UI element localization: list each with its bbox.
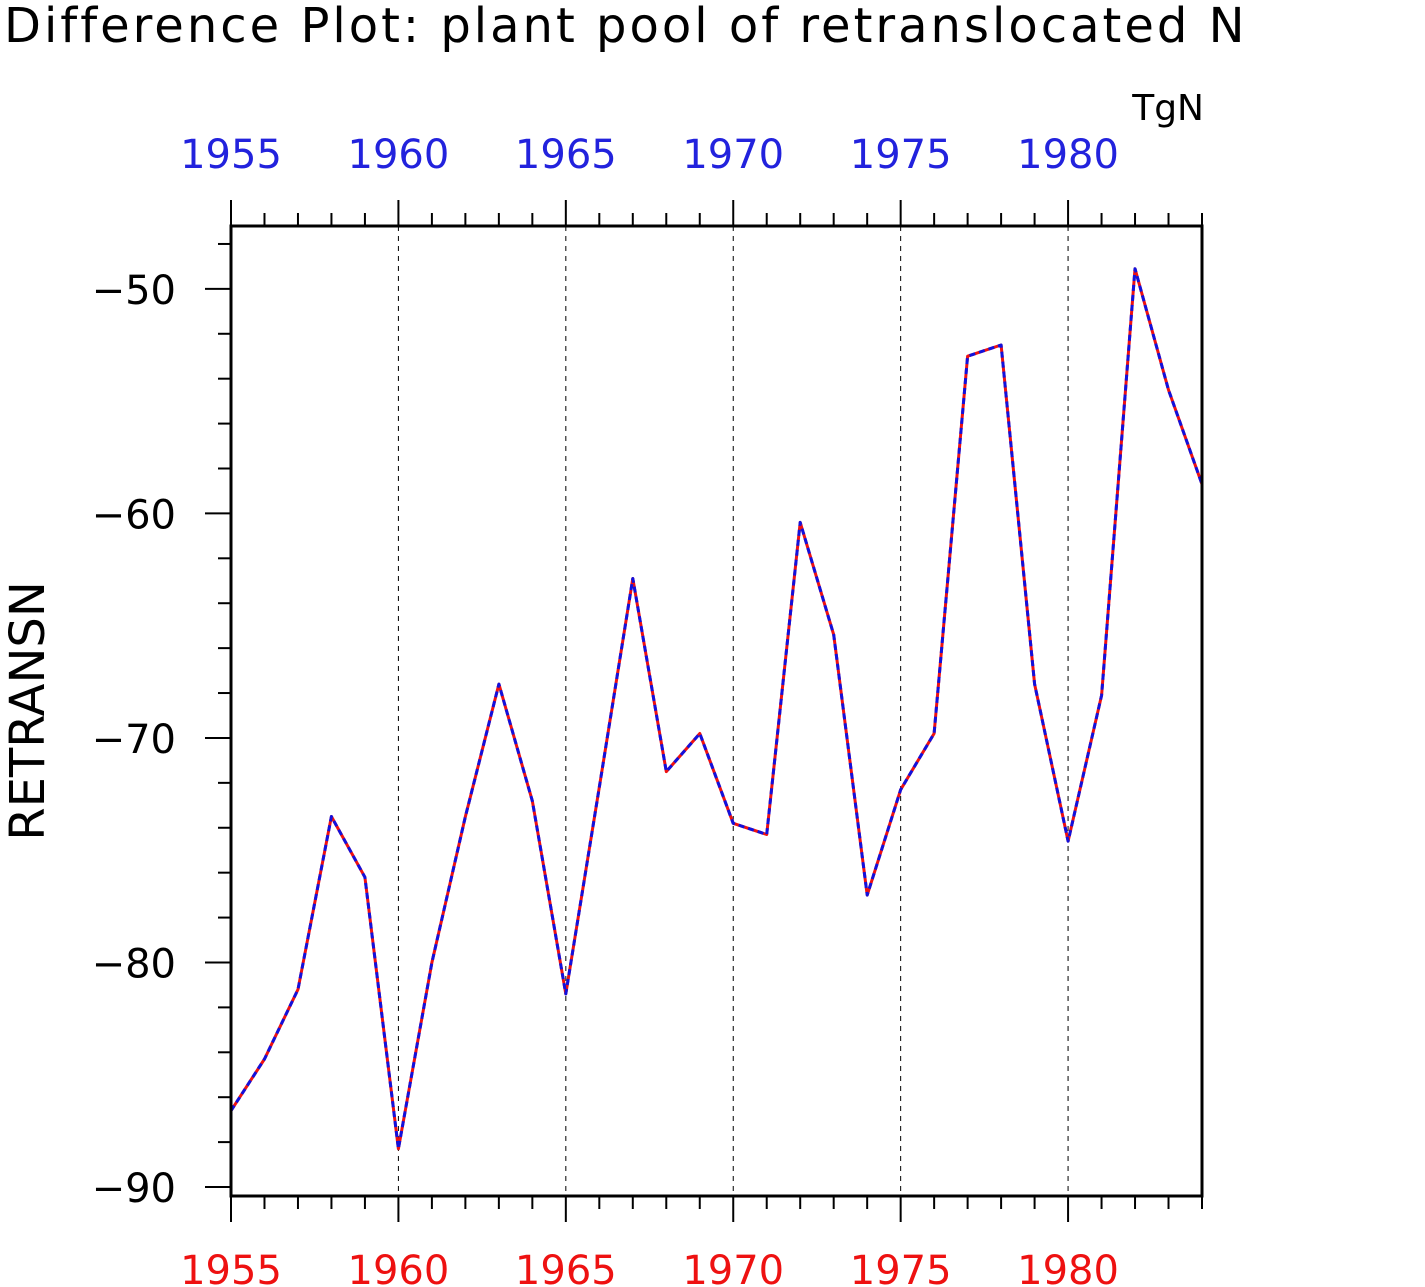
x-tick-label-top-1955: 1955 bbox=[180, 132, 282, 178]
x-tick-label-top-1965: 1965 bbox=[515, 132, 617, 178]
y-tick-label--90: −90 bbox=[92, 1166, 176, 1212]
x-tick-label-top-1960: 1960 bbox=[348, 132, 450, 178]
y-tick-label--50: −50 bbox=[92, 268, 176, 314]
tick-labels: 1955 1955 1960 1960 1965 1965 1970 1970 1975 1975… bbox=[92, 132, 1119, 1287]
series-line-1 bbox=[229, 267, 1204, 1151]
plot-frame bbox=[229, 224, 1204, 1198]
x-tick-label-bottom-1975: 1975 bbox=[850, 1248, 952, 1287]
grid-lines bbox=[397, 226, 1069, 1196]
y-tick-label--60: −60 bbox=[92, 492, 176, 538]
x-tick-label-bottom-1970: 1970 bbox=[682, 1248, 784, 1287]
x-tick-label-bottom-1980: 1980 bbox=[1017, 1248, 1119, 1287]
y-tick-label--80: −80 bbox=[92, 941, 176, 987]
units-label: TgN bbox=[1131, 88, 1204, 129]
chart-title: Difference Plot: plant pool of retranslo… bbox=[4, 0, 1247, 54]
x-tick-label-top-1975: 1975 bbox=[850, 132, 952, 178]
series-line-2 bbox=[229, 267, 1204, 1151]
series-lines bbox=[229, 267, 1204, 1151]
x-tick-label-bottom-1965: 1965 bbox=[515, 1248, 617, 1287]
y-axis-label: RETRANSN bbox=[0, 581, 56, 841]
x-tick-label-top-1980: 1980 bbox=[1017, 132, 1119, 178]
y-tick-label--70: −70 bbox=[92, 717, 176, 763]
x-tick-label-top-1970: 1970 bbox=[682, 132, 784, 178]
x-tick-label-bottom-1955: 1955 bbox=[180, 1248, 282, 1287]
axis-ticks bbox=[205, 200, 1203, 1222]
x-tick-label-bottom-1960: 1960 bbox=[348, 1248, 450, 1287]
